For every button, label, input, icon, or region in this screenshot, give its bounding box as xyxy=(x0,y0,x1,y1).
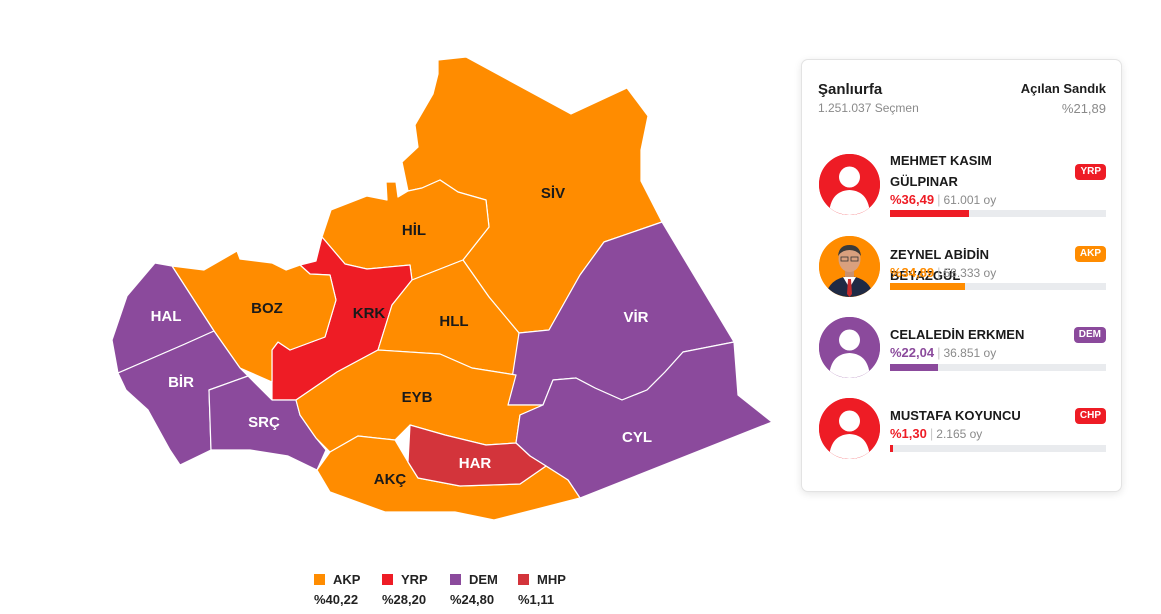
legend-percent: %24,80 xyxy=(450,592,495,607)
candidate-name: ZEYNEL ABİDİN BEYAZGÜL xyxy=(890,247,989,283)
candidate-stats: %36,49 | 61.001 oy xyxy=(890,192,997,207)
candidate-avatar xyxy=(817,234,882,299)
candidate-stats: %34,89 | 58.333 oy xyxy=(890,265,997,280)
map-legend: AKP %40,22 YRP %28,20 DEM %24,80 MHP %1,… xyxy=(314,571,586,607)
candidate-photo xyxy=(819,236,880,297)
candidate-row[interactable]: ZEYNEL ABİDİN BEYAZGÜL AKP %34,89 | 58.333… xyxy=(802,234,1121,304)
legend-percent: %40,22 xyxy=(314,592,359,607)
party-badge: YRP xyxy=(1075,164,1106,180)
placeholder-avatar-icon xyxy=(819,154,880,215)
candidate-name: MEHMET KASIM GÜLPINAR xyxy=(890,153,992,189)
legend-party-name: AKP xyxy=(333,571,361,587)
legend-percent: %28,20 xyxy=(382,592,427,607)
legend-swatch xyxy=(518,573,529,585)
legend-item-yrp: YRP %28,20 xyxy=(382,571,450,607)
map-svg: SİV HİL KRK BOZ HAL HLL VİR BİR SRÇ EYB … xyxy=(111,56,773,521)
vote-share-bar xyxy=(890,283,1106,290)
candidate-percent: %36,49 xyxy=(890,192,935,207)
legend-swatch xyxy=(314,573,325,585)
candidate-votes: 2.165 oy xyxy=(936,427,983,441)
vote-share-bar xyxy=(890,210,1106,217)
district-har[interactable] xyxy=(407,424,547,487)
vote-share-fill xyxy=(890,364,938,371)
opened-ballot-value: %21,89 xyxy=(1061,101,1106,116)
party-badge: DEM xyxy=(1073,327,1106,343)
vote-share-fill xyxy=(890,210,969,217)
candidate-row[interactable]: MEHMET KASIM GÜLPINAR YRP %36,49 | 61.001 … xyxy=(802,152,1121,222)
legend-swatch xyxy=(450,573,461,585)
vote-share-bar xyxy=(890,445,1106,452)
party-badge: AKP xyxy=(1074,246,1106,262)
legend-swatch xyxy=(382,573,393,585)
voter-count: 1.251.037 Seçmen xyxy=(818,101,919,115)
vote-share-fill xyxy=(890,283,966,290)
vote-share-fill xyxy=(890,445,893,452)
district-akc[interactable] xyxy=(316,435,581,521)
legend-percent: %1,11 xyxy=(518,592,555,607)
placeholder-avatar-icon xyxy=(819,398,880,459)
candidate-percent: %22,04 xyxy=(890,345,935,360)
legend-party-name: YRP xyxy=(401,571,428,587)
district-src[interactable] xyxy=(208,375,327,471)
party-badge: CHP xyxy=(1074,408,1106,424)
candidate-name: MUSTAFA KOYUNCU xyxy=(890,408,1021,423)
candidate-stats: %1,30 | 2.165 oy xyxy=(890,426,983,441)
legend-item-akp: AKP %40,22 xyxy=(314,571,382,607)
district-boz[interactable] xyxy=(171,250,337,383)
legend-party-name: MHP xyxy=(537,571,566,587)
vote-share-bar xyxy=(890,364,1106,371)
candidate-name: CELALEDİN ERKMEN xyxy=(890,327,1025,342)
opened-ballot-label: Açılan Sandık xyxy=(1020,81,1106,96)
candidate-avatar xyxy=(817,152,882,217)
district-map: SİV HİL KRK BOZ HAL HLL VİR BİR SRÇ EYB … xyxy=(111,56,773,521)
candidate-row[interactable]: MUSTAFA KOYUNCU CHP %1,30 | 2.165 oy xyxy=(802,396,1121,466)
candidate-votes: 36.851 oy xyxy=(943,346,997,360)
legend-party-name: DEM xyxy=(469,571,498,587)
candidate-votes: 61.001 oy xyxy=(943,193,997,207)
city-name: Şanlıurfa xyxy=(818,81,883,98)
candidate-stats: %22,04 | 36.851 oy xyxy=(890,345,997,360)
candidate-percent: %1,30 xyxy=(890,426,927,441)
legend-item-dem: DEM %24,80 xyxy=(450,571,518,607)
candidate-avatar xyxy=(817,396,882,461)
candidate-row[interactable]: CELALEDİN ERKMEN DEM %22,04 | 36.851 oy xyxy=(802,315,1121,385)
results-card: Şanlıurfa 1.251.037 Seçmen Açılan Sandık… xyxy=(801,59,1122,492)
candidate-percent: %34,89 xyxy=(890,265,935,280)
candidate-votes: 58.333 oy xyxy=(943,266,997,280)
legend-item-mhp: MHP %1,11 xyxy=(518,571,586,607)
candidate-avatar xyxy=(817,315,882,380)
placeholder-avatar-icon xyxy=(819,317,880,378)
